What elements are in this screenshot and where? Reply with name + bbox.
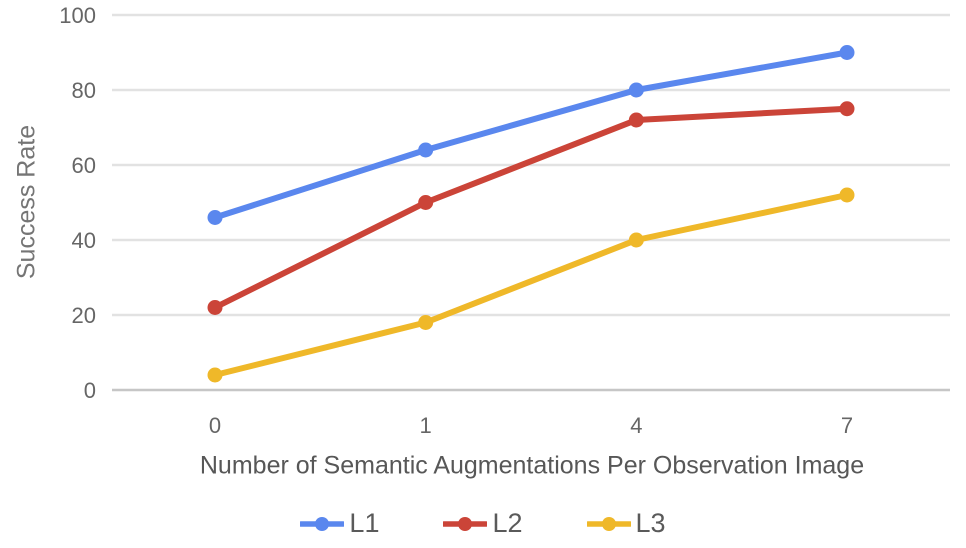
series-line-L1 — [212, 49, 850, 221]
series-line-L3 — [212, 192, 850, 378]
legend-label: L1 — [349, 508, 380, 538]
data-point-L1[interactable] — [628, 82, 644, 98]
legend-marker-dot — [601, 516, 616, 531]
data-point-L1[interactable] — [207, 210, 223, 225]
y-tick-label: 80 — [72, 78, 96, 103]
chart-legend: L1 L2 L3 — [0, 508, 966, 539]
x-tick-label: 0 — [209, 413, 221, 438]
y-axis-title: Success Rate — [12, 124, 41, 280]
data-point-L3[interactable] — [628, 232, 644, 248]
data-point-L2[interactable] — [418, 195, 434, 210]
x-tick-label: 1 — [420, 413, 432, 438]
data-point-L2[interactable] — [628, 112, 644, 128]
data-point-L1[interactable] — [418, 142, 434, 158]
y-tick-label: 0 — [84, 378, 96, 403]
legend-marker-dot — [458, 516, 473, 531]
y-tick-label: 40 — [72, 228, 96, 253]
data-point-L3[interactable] — [207, 367, 223, 383]
data-point-L3[interactable] — [418, 315, 434, 330]
y-tick-label: 20 — [72, 303, 96, 328]
y-tick-label: 100 — [59, 3, 96, 28]
data-point-L2[interactable] — [839, 101, 855, 117]
data-point-L1[interactable] — [839, 45, 855, 60]
series-line-L2 — [212, 105, 850, 311]
data-point-L2[interactable] — [207, 300, 223, 315]
legend-item-L2[interactable]: L2 — [443, 508, 523, 539]
legend-item-L3[interactable]: L3 — [586, 508, 666, 539]
data-point-L3[interactable] — [839, 187, 855, 203]
y-tick-label: 60 — [72, 153, 96, 178]
legend-marker-L1 — [300, 516, 345, 531]
legend-label: L2 — [492, 508, 523, 538]
x-tick-label: 4 — [630, 413, 642, 438]
legend-label: L3 — [635, 508, 666, 538]
legend-marker-L3 — [586, 516, 631, 531]
legend-marker-dot — [315, 516, 330, 531]
x-tick-label: 7 — [841, 413, 853, 438]
legend-marker-L2 — [443, 516, 488, 531]
x-axis-title: Number of Semantic Augmentations Per Obs… — [199, 451, 865, 480]
legend-item-L1[interactable]: L1 — [300, 508, 379, 539]
